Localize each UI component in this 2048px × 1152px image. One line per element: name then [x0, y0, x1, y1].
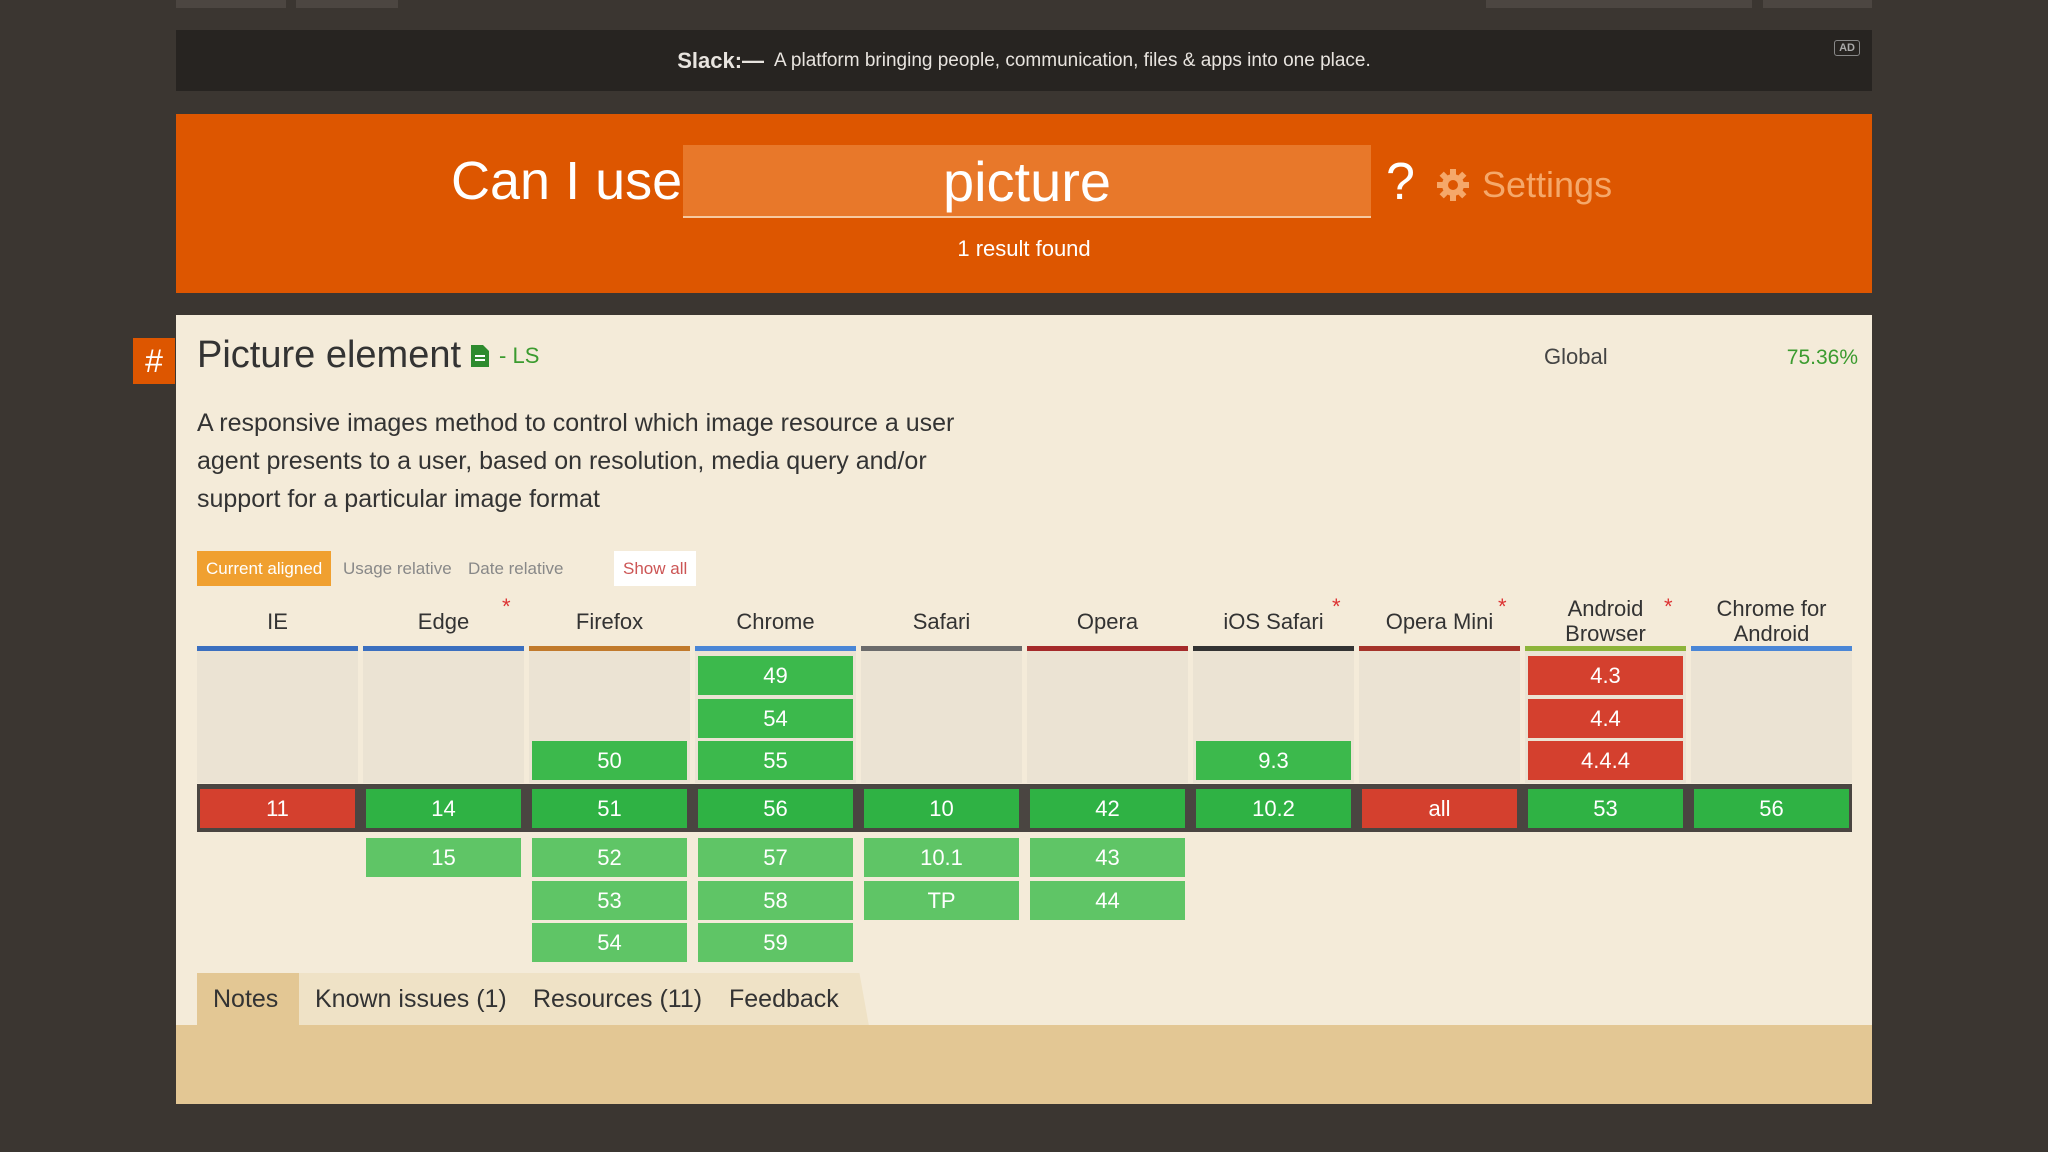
nav-stub	[176, 0, 286, 8]
browser-name: IE	[267, 608, 288, 634]
version-cell[interactable]: 42	[1030, 789, 1185, 828]
ad-brand: Slack:—	[677, 47, 765, 73]
feature-title: Picture element	[197, 334, 462, 376]
version-cell[interactable]: 50	[532, 741, 687, 780]
version-cell[interactable]: 10.2	[1196, 789, 1351, 828]
browser-bar	[1359, 646, 1520, 651]
column-bg	[363, 651, 524, 783]
detail-tab[interactable]: Known issues (1)	[299, 973, 537, 1025]
version-cell[interactable]: 53	[532, 881, 687, 920]
browser-name: iOS Safari	[1223, 608, 1324, 634]
note-marker[interactable]: *	[1332, 594, 1341, 619]
spec-icon[interactable]	[471, 344, 490, 367]
usage-scope[interactable]: Global	[1544, 344, 1608, 369]
column-bg	[1691, 651, 1852, 783]
version-cell[interactable]: all	[1362, 789, 1517, 828]
note-marker[interactable]: *	[1664, 594, 1673, 619]
version-cell[interactable]: 10	[864, 789, 1019, 828]
version-cell[interactable]: TP	[864, 881, 1019, 920]
browser-bar	[529, 646, 690, 651]
browser-bar	[695, 646, 856, 651]
nav-stub	[1763, 0, 1872, 8]
detail-tab[interactable]: Notes	[197, 973, 309, 1025]
browser-bar	[861, 646, 1022, 651]
ad-text: A platform bringing people, communicatio…	[774, 49, 1371, 71]
anchor-link[interactable]: #	[133, 338, 175, 384]
browser-bar	[1193, 646, 1354, 651]
nav-stub	[1486, 0, 1752, 8]
view-tab[interactable]: Usage relative	[343, 559, 452, 578]
detail-tab[interactable]: Resources (11)	[517, 973, 733, 1025]
version-cell[interactable]: 49	[698, 656, 853, 695]
browser-name: Chrome for Android	[1716, 596, 1827, 646]
version-cell[interactable]: 10.1	[864, 838, 1019, 877]
help-mark[interactable]: ?	[1386, 153, 1415, 211]
browser-name: Edge	[417, 608, 470, 634]
version-cell[interactable]: 11	[200, 789, 355, 828]
version-cell[interactable]: 4.4	[1528, 699, 1683, 738]
search-header: Can I use picture ? Settings 1 result fo…	[176, 114, 1872, 293]
column-bg	[1027, 651, 1188, 783]
browser-bar	[363, 646, 524, 651]
version-cell[interactable]: 59	[698, 923, 853, 962]
feature-description: A responsive images method to control wh…	[197, 409, 955, 513]
browser-bar	[1691, 646, 1852, 651]
ad-banner[interactable]: Slack:— A platform bringing people, comm…	[176, 30, 1872, 91]
version-cell[interactable]: 52	[532, 838, 687, 877]
browser-name: Chrome	[736, 608, 815, 634]
version-cell[interactable]: 56	[1694, 789, 1849, 828]
feature-title-row: Picture element - LS	[197, 334, 539, 377]
version-cell[interactable]: 9.3	[1196, 741, 1351, 780]
column-bg	[197, 651, 358, 783]
settings-button[interactable]: Settings	[1436, 164, 1612, 206]
spec-status[interactable]: - LS	[499, 342, 540, 368]
version-cell[interactable]: 58	[698, 881, 853, 920]
browser-name: Android Browser	[1565, 596, 1646, 646]
usage-value: 75.36%	[1786, 346, 1858, 369]
view-tab[interactable]: Current aligned	[197, 551, 332, 586]
version-cell[interactable]: 4.3	[1528, 656, 1683, 695]
version-cell[interactable]: 55	[698, 741, 853, 780]
version-cell[interactable]: 54	[532, 923, 687, 962]
version-cell[interactable]: 51	[532, 789, 687, 828]
browser-bar	[197, 646, 358, 651]
site-prefix: Can I use	[451, 151, 683, 211]
version-cell[interactable]: 4.4.4	[1528, 741, 1683, 780]
version-cell[interactable]: 14	[366, 789, 521, 828]
detail-body	[176, 1025, 1872, 1104]
note-marker[interactable]: *	[1498, 594, 1507, 619]
ad-badge: AD	[1834, 40, 1860, 56]
version-cell[interactable]: 44	[1030, 881, 1185, 920]
column-bg	[1359, 651, 1520, 783]
version-cell[interactable]: 54	[698, 699, 853, 738]
settings-label: Settings	[1482, 164, 1613, 205]
column-bg	[861, 651, 1022, 783]
browser-name: Opera Mini	[1385, 608, 1494, 634]
result-count: 1 result found	[957, 236, 1091, 261]
version-cell[interactable]: 53	[1528, 789, 1683, 828]
show-all-button[interactable]: Show all	[614, 551, 697, 586]
view-tab[interactable]: Date relative	[468, 559, 564, 578]
note-marker[interactable]: *	[502, 594, 511, 619]
version-cell[interactable]: 56	[698, 789, 853, 828]
browser-bar	[1027, 646, 1188, 651]
version-cell[interactable]: 15	[366, 838, 521, 877]
version-cell[interactable]: 57	[698, 838, 853, 877]
browser-bar	[1525, 646, 1686, 651]
nav-stub	[296, 0, 398, 8]
browser-name: Firefox	[575, 608, 644, 634]
gear-icon	[1437, 169, 1469, 201]
search-input[interactable]: picture	[683, 145, 1371, 218]
browser-name: Opera	[1076, 608, 1139, 634]
version-cell[interactable]: 43	[1030, 838, 1185, 877]
detail-tab[interactable]: Feedback	[713, 973, 869, 1025]
browser-name: Safari	[912, 608, 971, 634]
